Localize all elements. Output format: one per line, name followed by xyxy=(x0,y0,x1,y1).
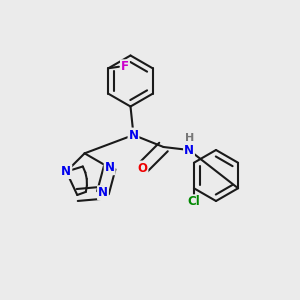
Text: F: F xyxy=(121,60,129,73)
Text: H: H xyxy=(185,133,194,143)
Text: N: N xyxy=(98,186,108,199)
Text: N: N xyxy=(128,128,139,142)
Text: N: N xyxy=(61,165,71,178)
Text: N: N xyxy=(105,161,115,174)
Text: Cl: Cl xyxy=(188,195,200,208)
Text: N: N xyxy=(184,143,194,157)
Text: O: O xyxy=(137,161,148,175)
